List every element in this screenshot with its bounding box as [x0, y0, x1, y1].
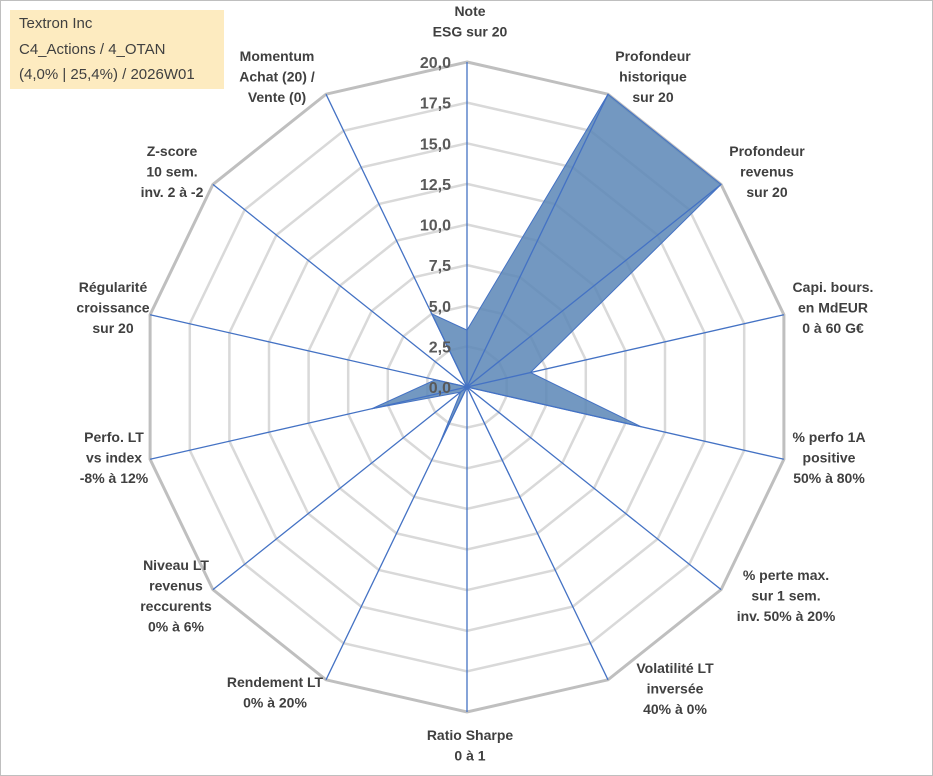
info-line-category: C4_Actions / 4_OTAN — [19, 41, 166, 58]
axis-label-line: 10 sem. — [146, 164, 197, 180]
axis-label-line: Régularité — [79, 279, 148, 295]
axis-label: Régularité croissance sur 20 — [76, 279, 149, 336]
axis-label-line: revenus — [149, 578, 203, 594]
tick-label: 5,0 — [429, 299, 451, 316]
axis-label-line: Niveau LT — [143, 557, 209, 573]
axis-spoke — [466, 386, 722, 591]
axis-label-line: Z-score — [147, 143, 198, 159]
axis-label: Rendement LT 0% à 20% — [227, 674, 324, 711]
axis-label: % perte max. sur 1 sem. inv. 50% à 20% — [737, 567, 836, 624]
axis-label-line: Rendement LT — [227, 674, 324, 690]
axis-label-line: positive — [803, 450, 856, 466]
axis-label-line: 0 à 60 G€ — [802, 320, 864, 336]
axis-spoke — [466, 386, 785, 460]
axis-label-line: Volatilité LT — [636, 660, 714, 676]
axis-label-line: en MdEUR — [798, 300, 868, 316]
axis-label: Volatilité LT inversée 40% à 0% — [636, 660, 714, 717]
axis-label: Capi. bours. en MdEUR 0 à 60 G€ — [793, 279, 874, 336]
axis-spoke — [149, 386, 468, 460]
axis-label: Profondeur revenus sur 20 — [729, 143, 805, 200]
axis-label-line: Momentum — [240, 48, 315, 64]
axis-spoke — [149, 314, 468, 388]
axis-label-line: 0% à 6% — [148, 619, 205, 635]
axis-label-line: % perfo 1A — [792, 429, 865, 445]
axis-label-line: historique — [619, 69, 687, 85]
info-line-name: Textron Inc — [19, 15, 93, 32]
tick-label: 20,0 — [420, 55, 451, 72]
axis-label-line: 40% à 0% — [643, 701, 707, 717]
axis-spoke — [466, 314, 785, 388]
axis-label-line: Perfo. LT — [84, 429, 144, 445]
axis-spoke — [466, 183, 722, 388]
axis-label-line: Profondeur — [729, 143, 805, 159]
axis-label-line: Ratio Sharpe — [427, 727, 514, 743]
axis-label: Niveau LT revenus reccurents 0% à 6% — [140, 557, 212, 635]
radar-spokes — [149, 62, 785, 712]
axis-label: Z-score 10 sem. inv. 2 à -2 — [141, 143, 204, 200]
info-line-stats: (4,0% | 25,4%) / 2026W01 — [19, 66, 195, 83]
tick-label: 10,0 — [420, 218, 451, 235]
axis-label: Note ESG sur 20 — [433, 3, 508, 40]
axis-label: Ratio Sharpe 0 à 1 — [427, 727, 514, 764]
axis-spoke — [325, 93, 468, 388]
axis-label-line: reccurents — [140, 598, 212, 614]
tick-label: 7,5 — [429, 258, 451, 275]
axis-label-line: -8% à 12% — [80, 470, 149, 486]
axis-label-line: Achat (20) / — [239, 69, 315, 85]
radial-tick-labels: 0,0 2,5 5,0 7,5 10,0 12,5 15,0 17,5 20,0 — [420, 55, 451, 397]
axis-spoke — [212, 386, 468, 591]
tick-label: 15,0 — [420, 136, 451, 153]
axis-label-line: Capi. bours. — [793, 279, 874, 295]
axis-label-line: Vente (0) — [248, 89, 306, 105]
axis-label-line: inv. 50% à 20% — [737, 608, 836, 624]
axis-spoke — [212, 183, 468, 388]
axis-label-line: sur 1 sem. — [751, 588, 820, 604]
axis-label-line: croissance — [76, 300, 149, 316]
axis-label-line: revenus — [740, 164, 794, 180]
tick-label: 17,5 — [420, 96, 451, 113]
axis-labels: Note ESG sur 20 Profondeur historique sur 20… — [76, 3, 873, 764]
axis-label: Perfo. LT vs index -8% à 12% — [80, 429, 149, 486]
axis-label-line: sur 20 — [92, 320, 133, 336]
axis-spoke — [325, 386, 468, 681]
axis-label-line: sur 20 — [632, 89, 673, 105]
tick-label: 2,5 — [429, 339, 451, 356]
axis-label-line: 50% à 80% — [793, 470, 865, 486]
axis-label-line: 0% à 20% — [243, 695, 307, 711]
axis-label-line: inv. 2 à -2 — [141, 184, 204, 200]
axis-label-line: vs index — [86, 450, 142, 466]
axis-label: % perfo 1A positive 50% à 80% — [792, 429, 865, 486]
security-info-box: Textron Inc C4_Actions / 4_OTAN (4,0% | … — [10, 10, 224, 89]
axis-label: Profondeur historique sur 20 — [615, 48, 691, 105]
axis-label-line: % perte max. — [743, 567, 829, 583]
axis-label-line: 0 à 1 — [454, 748, 485, 764]
axis-label-line: ESG sur 20 — [433, 24, 508, 40]
tick-label: 12,5 — [420, 177, 451, 194]
tick-label: 0,0 — [429, 380, 451, 397]
axis-label: Momentum Achat (20) / Vente (0) — [239, 48, 315, 105]
axis-label-line: Profondeur — [615, 48, 691, 64]
axis-label-line: sur 20 — [746, 184, 787, 200]
axis-label-line: Note — [454, 3, 485, 19]
axis-label-line: inversée — [647, 681, 704, 697]
axis-spoke — [466, 386, 609, 681]
axis-spoke — [466, 93, 609, 388]
